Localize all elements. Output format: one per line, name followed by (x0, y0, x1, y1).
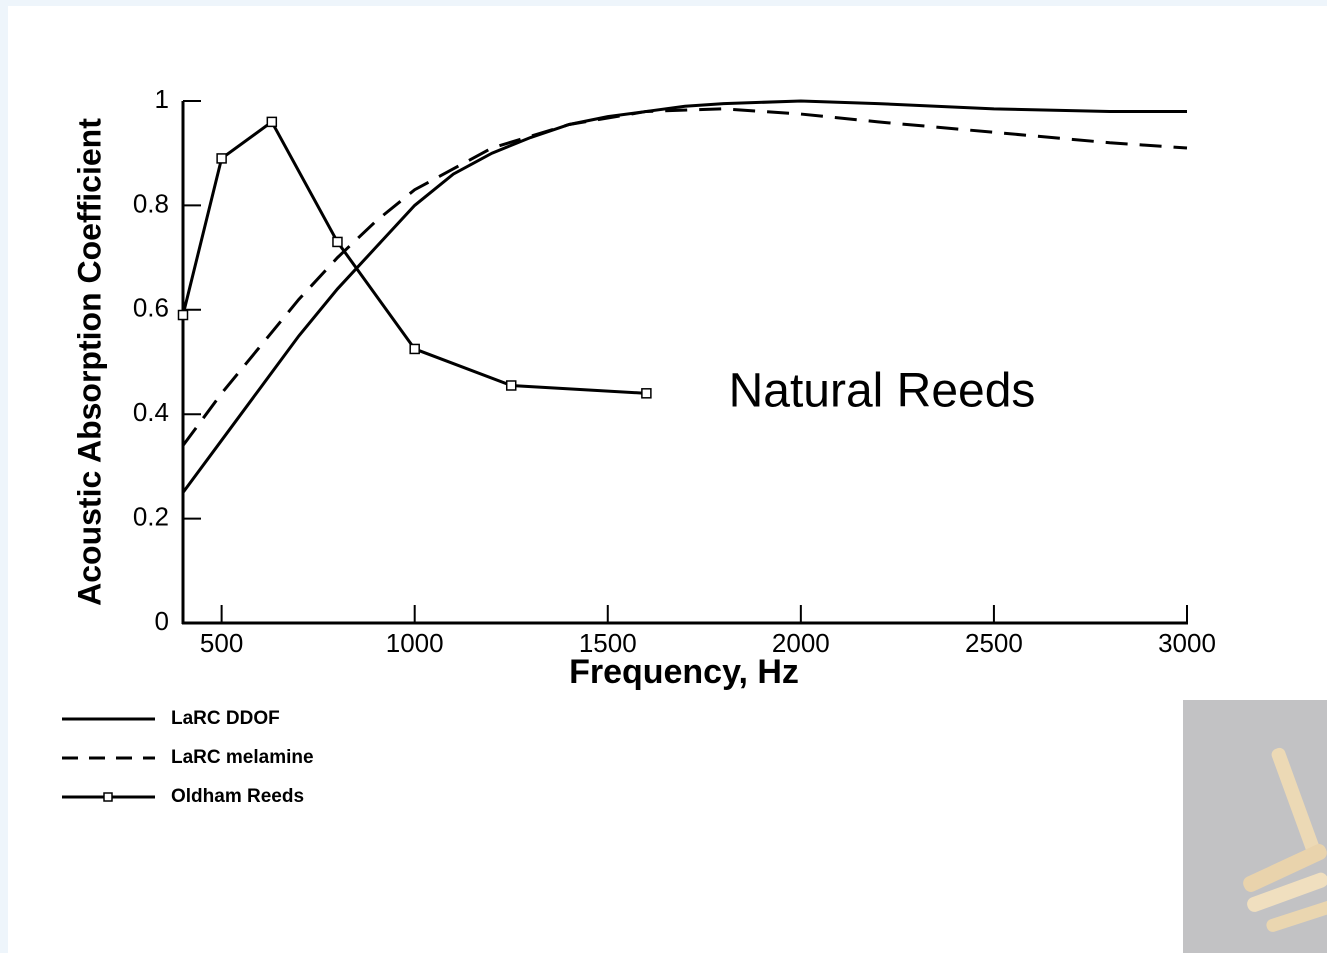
legend-entry: Oldham Reeds (62, 786, 304, 807)
y-tick-label: 0.4 (133, 397, 169, 427)
x-tick-label: 1500 (579, 628, 637, 658)
y-tick-label: 0.2 (133, 501, 169, 531)
x-tick-label: 2000 (772, 628, 830, 658)
data-marker (266, 116, 278, 128)
data-marker (177, 309, 189, 321)
y-tick-label: 1 (155, 84, 169, 114)
y-tick-label: 0 (155, 606, 169, 636)
series-line (181, 107, 1188, 447)
y-axis-label: Acoustic Absorption Coefficient (71, 118, 107, 606)
x-tick-label: 1000 (386, 628, 444, 658)
photo (1183, 700, 1327, 953)
data-marker (216, 153, 227, 164)
legend-label: LaRC melamine (171, 747, 314, 768)
y-tick-label: 0.6 (133, 293, 169, 323)
x-tick-label: 2500 (965, 628, 1023, 658)
data-marker (641, 388, 652, 399)
data-marker (409, 343, 420, 355)
x-tick-label: 3000 (1158, 628, 1216, 658)
y-tick-label: 0.8 (133, 188, 169, 218)
x-tick-label: 500 (200, 628, 243, 658)
data-marker (505, 380, 517, 391)
data-marker (332, 236, 343, 248)
annotation: Natural Reeds (729, 365, 1036, 418)
slide (8, 6, 1327, 953)
legend-label: Oldham Reeds (171, 786, 304, 807)
x-axis-label: Frequency, Hz (569, 653, 799, 691)
legend-entry: LaRC melamine (62, 747, 314, 768)
legend-entry: LaRC DDOF (62, 708, 280, 729)
legend-marker (103, 792, 113, 802)
legend-label: LaRC DDOF (171, 708, 280, 729)
